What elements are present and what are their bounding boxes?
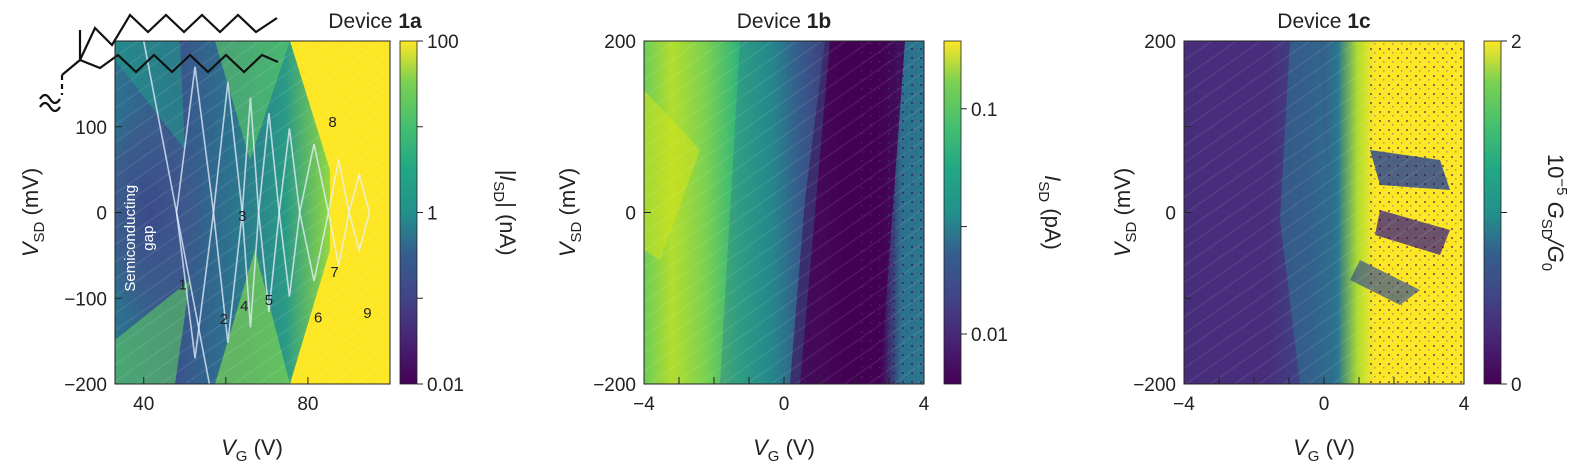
x-axis-label: VG (V): [1293, 435, 1355, 465]
panel-device-1a: Device 1a 40 80 −200 −100 0 100 VG (V) VSD (mV) 1…: [18, 10, 520, 465]
colorbar-1b: [943, 40, 962, 385]
x-tick-label: 40: [133, 394, 154, 415]
y-axis-label: VSD (mV): [1110, 168, 1140, 257]
colorbar-1b-axis: 0.01 0.1 ISD (pA): [961, 100, 1065, 346]
x-axis-label: VG (V): [753, 435, 815, 465]
chart-title-device-1b: Device 1b: [737, 10, 832, 33]
y-tick-label: −200: [64, 375, 107, 396]
y-tick-label: 0: [96, 204, 107, 225]
diamond-number-label: 9: [363, 305, 371, 322]
diamond-number-label: 7: [330, 264, 338, 281]
heatmap-1c-features: [1184, 41, 1464, 384]
colorbar-tick-label: 0: [1511, 375, 1522, 396]
axes-1c: Device 1c −4 0 4 −200 0 200 VG (V) VSD (mV): [1110, 10, 1470, 465]
y-tick-label: −200: [593, 375, 636, 396]
axes-1b: Device 1b −4 0 4 −200 0 200 VG (V) VSD (mV): [555, 10, 930, 465]
colorbar-tick-label: 0.1: [971, 100, 997, 121]
heatmap-1b-features: [644, 41, 924, 384]
axes-1a: Device 1a 40 80 −200 −100 0 100 VG (V) VSD (mV) 1…: [18, 10, 422, 465]
y-axis-label: VSD (mV): [18, 168, 48, 257]
colorbar-tick-label: 1: [427, 204, 438, 225]
semiconducting-gap-label: Semiconductinggap: [122, 185, 157, 292]
colorbar-1c: [1483, 40, 1502, 385]
colorbar-tick-label: 100: [427, 32, 459, 53]
chart-title-device-1a: Device 1a: [328, 10, 422, 33]
diamond-edge: [142, 41, 178, 213]
colorbar-label: |ISD| (nA): [490, 169, 520, 255]
diamond-number-label: 5: [265, 292, 273, 309]
x-tick-label: 0: [779, 394, 790, 415]
diamond-number-label: 1: [179, 277, 187, 294]
y-axis-label: VSD (mV): [555, 168, 585, 257]
y-tick-label: 200: [1144, 32, 1176, 53]
x-tick-label: 4: [919, 394, 930, 415]
x-tick-label: 80: [297, 394, 318, 415]
colorbar-label: ISD (pA): [1035, 175, 1065, 250]
colorbar-tick-label: 2: [1511, 32, 1522, 53]
y-tick-label: 200: [604, 32, 636, 53]
colorbar-1a: [399, 40, 418, 385]
colorbar-tick-label: 0.01: [971, 325, 1008, 346]
x-tick-label: 4: [1459, 394, 1470, 415]
diamond-number-label: 2: [220, 311, 228, 328]
coulomb-diamond-lines: [142, 41, 371, 384]
diamond-number-label: 4: [240, 298, 248, 315]
y-tick-label: −200: [1133, 375, 1176, 396]
colorbar-1c-axis: 0 2 10−5 GSD/G0: [1501, 32, 1569, 396]
x-tick-label: 0: [1319, 394, 1330, 415]
colorbar-1a-axis: 0.01 1 100 |ISD| (nA): [417, 32, 520, 396]
panel-device-1c: Device 1c −4 0 4 −200 0 200 VG (V) VSD (mV) 0 2 10…: [1110, 10, 1569, 465]
diamond-number-label: 3: [238, 208, 246, 225]
colorbar-label: 10−5 GSD/G0: [1538, 154, 1569, 271]
diamond-number-label: 6: [314, 309, 322, 326]
panel-device-1b: Device 1b −4 0 4 −200 0 200 VG (V) VSD (mV) 0.01…: [555, 10, 1065, 465]
colorbar-tick-label: 0.01: [427, 375, 464, 396]
x-tick-label: −4: [1173, 394, 1195, 415]
x-axis-label: VG (V): [221, 435, 283, 465]
y-tick-label: −100: [64, 289, 107, 310]
diamond-edge: [175, 212, 211, 384]
coulomb-diamond: [348, 171, 371, 254]
y-tick-label: 100: [75, 118, 107, 139]
x-tick-label: −4: [633, 394, 655, 415]
y-tick-label: 0: [1165, 204, 1176, 225]
y-tick-label: 0: [625, 204, 636, 225]
chart-title-device-1c: Device 1c: [1277, 10, 1371, 33]
diamond-number-label: 8: [328, 114, 336, 131]
